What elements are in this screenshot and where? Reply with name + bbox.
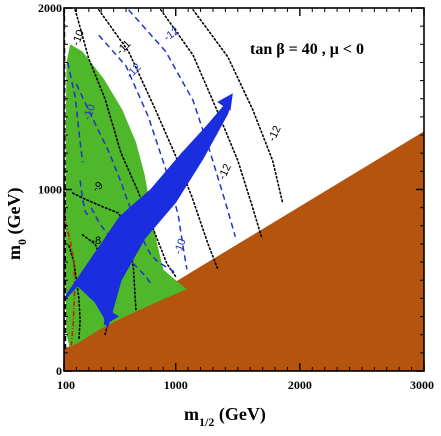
y-axis-label: m0 (GeV) [4,188,29,260]
blue-contour-4 [79,180,89,216]
x-tick-label: 100 [57,378,75,392]
x-axis-label: m1/2 (GeV) [184,404,266,429]
x-tick-label: 2000 [288,378,312,392]
contour-label-7: -12 [266,124,284,143]
x-tick-label: 3000 [410,378,434,392]
contour-label-0: -10 [70,28,87,47]
annotation: tan β = 40 , μ < 0 [250,41,364,58]
plot-area [64,8,424,371]
contour-label-2: -12 [162,25,182,44]
band-arrowhead-0 [217,93,233,112]
blue-band [65,96,233,328]
black-contour-1 [98,9,219,271]
contour-label-1: -11 [114,38,133,57]
black-contour-2 [160,9,263,238]
x-tick-label: 1000 [164,378,188,392]
red-contour [64,202,76,346]
black-contour-3 [192,9,284,203]
black-contour-6 [68,245,81,341]
contour-label-4: -10 [81,103,98,122]
y-tick-label: 2000 [38,1,62,15]
y-tick-label: 0 [56,364,62,378]
black-contour-4 [71,192,137,312]
contour-label-6: -8 [91,235,101,247]
blue-contour-0 [128,9,237,237]
contour-label-9: -10 [172,237,189,256]
blue-contour-3 [66,62,84,163]
y-tick-label: 1000 [38,183,62,197]
excluded-region [64,131,424,371]
black-contour-0 [74,9,177,278]
blue-contour-2 [75,83,177,277]
blue-contour-1 [98,34,188,270]
band-arrowhead-1 [103,307,120,326]
contour-label-8: -12 [216,162,234,181]
